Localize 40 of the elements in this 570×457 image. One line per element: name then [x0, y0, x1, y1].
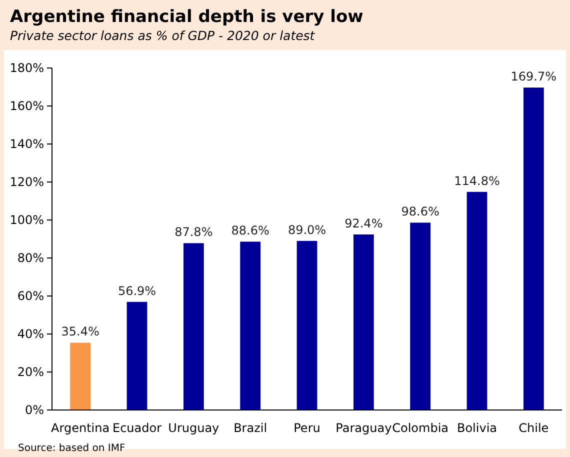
x-tick-label: Uruguay	[168, 421, 220, 435]
x-tick-label: Chile	[518, 421, 549, 435]
x-tick-label: Ecuador	[112, 421, 162, 435]
x-tick-label: Brazil	[234, 421, 268, 435]
source-note: Source: based on IMF	[18, 443, 126, 454]
bar	[410, 222, 431, 410]
y-tick-label: 60%	[17, 289, 44, 304]
data-label: 98.6%	[401, 204, 440, 219]
bar	[126, 302, 148, 410]
bar	[523, 88, 544, 410]
y-tick-label: 180%	[10, 61, 44, 76]
x-tick-label: Paraguay	[336, 421, 392, 435]
x-tick-label: Bolivia	[456, 421, 498, 435]
chart-title: Argentine financial depth is very low	[10, 7, 364, 27]
data-label: 88.6%	[231, 224, 270, 238]
bar	[240, 242, 261, 410]
data-label: 89.0%	[288, 222, 326, 237]
x-tick-label: Peru	[294, 421, 320, 435]
y-tick-label: 40%	[17, 327, 44, 342]
data-label: 56.9%	[118, 284, 156, 298]
y-tick-label: 0%	[24, 403, 44, 418]
chart-subtitle: Private sector loans as % of GDP - 2020 or latest	[10, 28, 316, 43]
x-tick-label: Argentina	[51, 421, 110, 435]
data-label: 169.7%	[510, 70, 557, 84]
data-label: 92.4%	[344, 216, 383, 230]
bar	[466, 192, 488, 410]
y-tick-label: 160%	[10, 99, 44, 114]
y-tick-label: 20%	[17, 365, 44, 380]
y-tick-label: 120%	[10, 175, 44, 190]
bar	[183, 243, 204, 410]
x-tick-label: Colombia	[392, 421, 449, 435]
y-tick-label: 80%	[17, 251, 44, 266]
bar	[353, 234, 374, 410]
y-tick-label: 100%	[10, 213, 44, 228]
data-label: 114.8%	[454, 174, 500, 188]
y-tick-label: 140%	[10, 137, 44, 152]
bar	[70, 342, 91, 410]
data-label: 35.4%	[61, 324, 100, 339]
data-label: 87.8%	[174, 225, 213, 240]
bar	[296, 240, 318, 410]
